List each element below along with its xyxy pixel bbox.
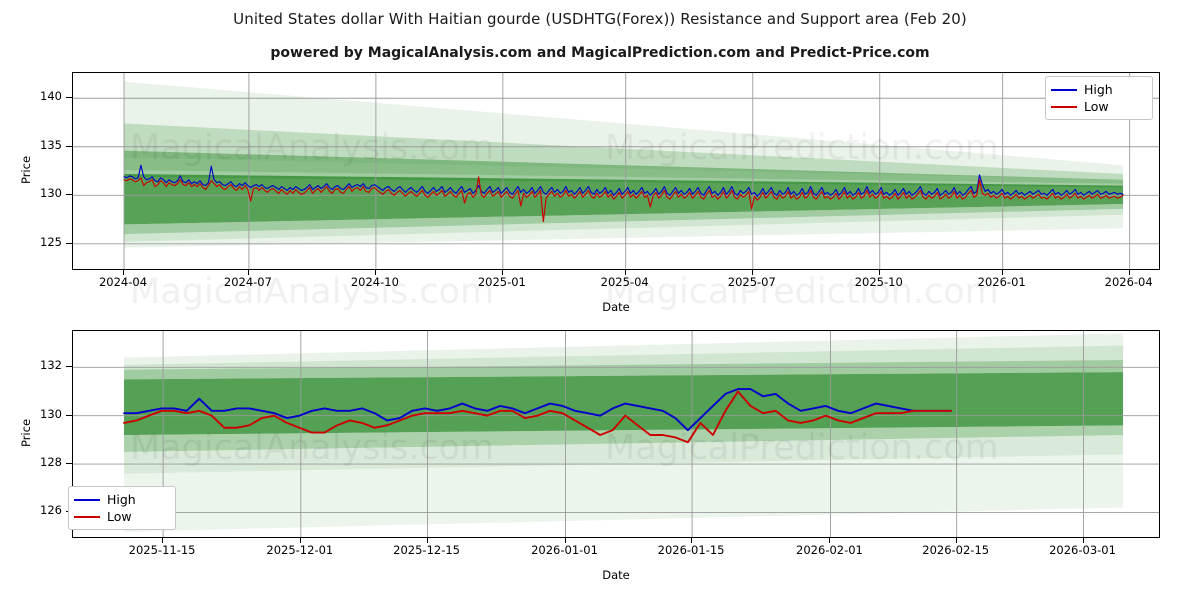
resistance-support-band (124, 345, 1124, 370)
x-tick-label: 2025-04 (600, 275, 649, 289)
legend-swatch-low (74, 515, 100, 518)
overview-x-axis-label: Date (602, 300, 630, 314)
legend-swatch-low (1051, 105, 1077, 108)
x-tick-mark (691, 538, 693, 543)
x-tick-mark (955, 538, 957, 543)
x-tick-label: 2026-04 (1104, 275, 1153, 289)
x-tick-label: 2025-12-15 (393, 543, 460, 557)
x-tick-mark (123, 270, 125, 275)
x-tick-mark (162, 538, 164, 543)
overview-legend: High Low (1045, 76, 1153, 120)
legend-row-low: Low (74, 508, 168, 525)
x-tick-label: 2025-11-15 (128, 543, 196, 557)
x-tick-label: 2024-07 (223, 275, 272, 289)
x-tick-mark (501, 270, 503, 275)
x-tick-label: 2025-10 (854, 275, 903, 289)
x-tick-label: 2024-04 (98, 275, 148, 289)
x-tick-mark (878, 270, 880, 275)
series-line-high (123, 164, 1124, 197)
y-tick-label: 132 (40, 358, 62, 373)
x-tick-label: 2026-02-01 (796, 543, 863, 557)
x-tick-label: 2025-07 (727, 275, 776, 289)
y-tick-label: 125 (40, 234, 62, 249)
resistance-support-band (124, 81, 1124, 180)
y-tick-label: 128 (40, 455, 62, 470)
zoom-plot-svg (73, 331, 1159, 537)
x-tick-label: 2025-01 (477, 275, 526, 289)
legend-swatch-high (74, 498, 100, 501)
legend-swatch-high (1051, 88, 1077, 91)
resistance-support-band (124, 425, 1124, 452)
y-tick-mark (66, 145, 72, 147)
y-tick-mark (66, 242, 72, 244)
series-line-low (123, 390, 952, 444)
x-tick-mark (1128, 270, 1130, 275)
resistance-support-band (124, 123, 1124, 184)
overview-plot-area (72, 72, 1160, 270)
legend-row-low: Low (1051, 98, 1145, 115)
x-tick-mark (299, 538, 301, 543)
x-tick-mark (1001, 270, 1003, 275)
y-tick-label: 130 (40, 186, 62, 201)
x-tick-mark (564, 538, 566, 543)
y-tick-label: 135 (40, 137, 62, 152)
x-tick-mark (374, 270, 376, 275)
x-tick-label: 2026-02-15 (922, 543, 990, 557)
x-tick-label: 2026-01 (977, 275, 1026, 289)
x-tick-label: 2026-01-01 (531, 543, 598, 557)
y-tick-mark (66, 414, 72, 416)
resistance-support-band (124, 208, 1124, 242)
series-line-low (123, 176, 1124, 223)
y-tick-mark (66, 463, 72, 465)
x-tick-label: 2026-03-01 (1049, 543, 1116, 557)
legend-row-high: High (74, 491, 168, 508)
resistance-support-band (124, 214, 1124, 248)
zoom-panel: Price Date 126 128 130 132 2025-11-15 2025-1… (0, 310, 1200, 600)
x-tick-mark (247, 270, 249, 275)
legend-label-low: Low (1084, 99, 1109, 114)
x-tick-mark (1082, 538, 1084, 543)
x-tick-label: 2025-12-01 (266, 543, 334, 557)
legend-label-low: Low (107, 509, 132, 524)
x-tick-label: 2024-10 (350, 275, 399, 289)
overview-plot-svg (73, 73, 1159, 269)
y-tick-label: 140 (40, 89, 62, 104)
series-line-high (123, 388, 952, 432)
y-tick-mark (66, 366, 72, 368)
zoom-plot-area (72, 330, 1160, 538)
legend-label-high: High (1084, 82, 1113, 97)
overview-panel: Price Date 125 130 135 140 2024-04 2024-07 20… (19, 72, 1160, 314)
x-tick-mark (624, 270, 626, 275)
y-tick-label: 130 (40, 406, 62, 421)
page-subtitle: powered by MagicalAnalysis.com and Magic… (270, 45, 930, 61)
zoom-x-axis-label: Date (602, 568, 630, 582)
resistance-support-band (124, 360, 1124, 380)
y-tick-label: 126 (40, 503, 62, 518)
resistance-support-band (124, 204, 1124, 235)
resistance-support-band (124, 333, 1124, 365)
legend-row-high: High (1051, 81, 1145, 98)
legend-label-high: High (107, 492, 136, 507)
x-tick-label: 2026-01-15 (657, 543, 725, 557)
y-tick-mark (66, 97, 72, 99)
y-tick-mark (66, 194, 72, 196)
page-title: United States dollar With Haitian gourde… (233, 10, 967, 28)
zoom-legend: High Low (68, 486, 176, 530)
x-tick-mark (751, 270, 753, 275)
x-tick-mark (829, 538, 831, 543)
x-tick-mark (426, 538, 428, 543)
resistance-support-band (124, 173, 1124, 225)
